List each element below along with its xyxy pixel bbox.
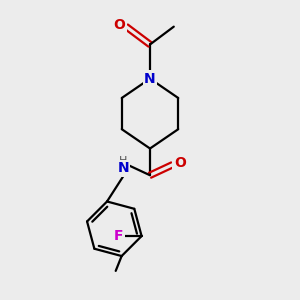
Text: O: O bbox=[174, 156, 186, 170]
Text: H: H bbox=[119, 156, 128, 166]
Text: F: F bbox=[114, 229, 124, 243]
Text: O: O bbox=[114, 18, 126, 32]
Text: N: N bbox=[117, 161, 129, 176]
Text: N: N bbox=[144, 72, 156, 86]
